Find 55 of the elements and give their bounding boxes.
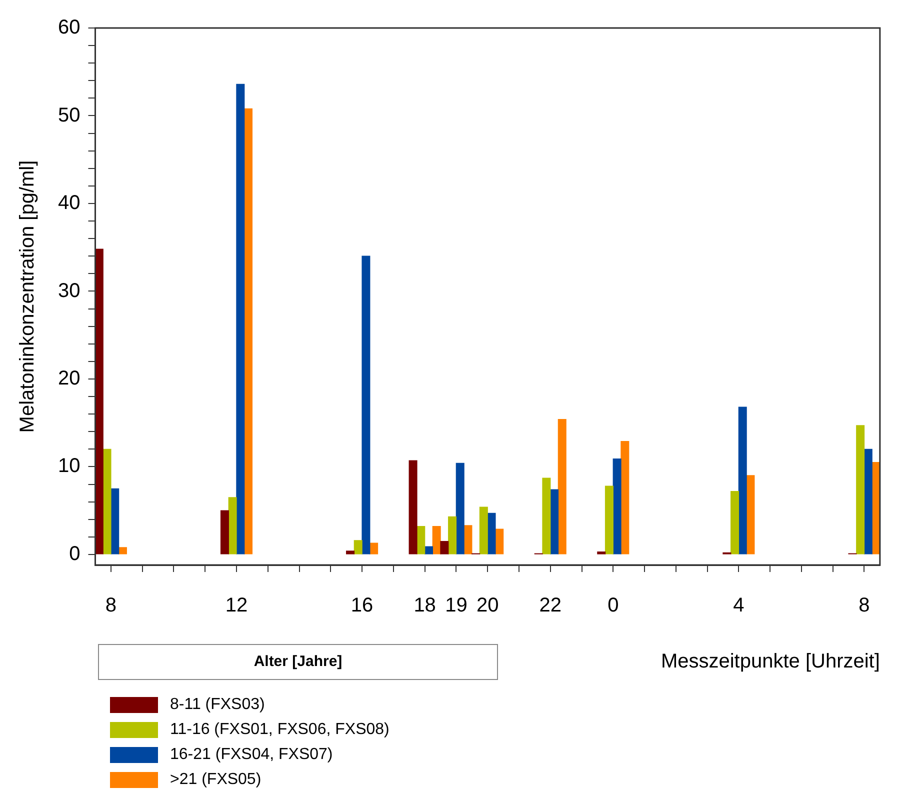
legend-label: 8-11 (FXS03) [170,696,265,714]
bar [354,540,362,554]
bar [730,490,740,554]
legend-title: Alter [Jahre] [98,644,498,680]
x-tick-label: 8 [105,594,116,617]
bar [408,460,418,554]
legend-label: >21 (FXS05) [170,770,262,788]
x-tick-label: 16 [350,594,374,617]
bar [856,425,865,554]
bar [424,546,433,554]
x-tick-label: 18 [414,594,436,617]
bar [228,497,237,554]
y-tick-label: 50 [58,104,80,126]
y-tick-label: 20 [58,367,80,390]
bar [370,542,378,554]
y-tick-label: 10 [58,455,80,478]
bar [362,256,370,554]
x-tick-label: 20 [476,594,499,617]
y-axis-title: Melatoninkonzentration [pg/ml] [16,160,39,433]
bar [440,540,449,554]
y-tick-label: 60 [58,16,80,39]
bar [604,486,614,554]
bar [346,550,355,554]
bar [236,84,245,554]
bar [448,516,457,554]
bar [612,458,622,554]
x-tick-label: 0 [608,594,619,617]
y-tick-label: 0 [69,542,80,565]
bar [118,547,127,554]
bar [558,419,566,554]
bar [432,526,441,554]
bar [102,448,112,554]
legend-label: 16-21 (FXS04, FXS07) [170,746,333,764]
bar [738,406,747,554]
y-tick-label: 40 [58,192,80,214]
x-axis-title: Messzeitpunkte [Uhrzeit] [660,650,880,673]
x-tick-label: 12 [225,594,248,617]
bar [487,512,496,554]
bar [95,248,104,554]
bar [542,478,551,554]
bar [864,448,872,554]
bar [495,528,504,554]
x-tick-label: 4 [733,594,744,617]
bar [479,506,488,554]
y-tick-label: 30 [58,280,80,302]
bar [220,510,229,554]
x-tick-label: 8 [858,594,870,617]
x-tick-label: 22 [539,594,562,617]
legend-label: 11-16 (FXS01, FXS06, FXS08) [170,720,390,738]
bar [456,462,464,554]
bar [550,489,559,554]
bar [244,108,253,554]
bar [620,440,630,554]
x-tick-label: 19 [445,594,468,617]
bar [597,552,606,554]
